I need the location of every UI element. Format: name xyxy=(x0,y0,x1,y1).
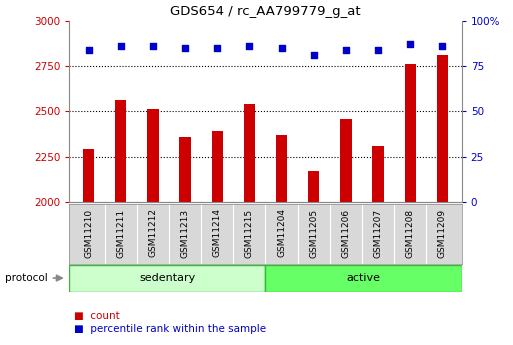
Bar xyxy=(405,64,416,202)
Point xyxy=(406,41,415,47)
Point xyxy=(213,45,221,51)
Text: ■  count: ■ count xyxy=(74,311,120,321)
Bar xyxy=(308,171,320,202)
Text: active: active xyxy=(347,273,381,283)
Text: GSM11206: GSM11206 xyxy=(341,208,350,257)
Text: GSM11212: GSM11212 xyxy=(148,208,157,257)
Point xyxy=(278,45,286,51)
Point xyxy=(374,47,382,52)
Bar xyxy=(211,131,223,202)
Text: ■  percentile rank within the sample: ■ percentile rank within the sample xyxy=(74,325,267,334)
Bar xyxy=(83,149,94,202)
Text: GSM11215: GSM11215 xyxy=(245,208,254,257)
Bar xyxy=(180,137,191,202)
Text: GSM11210: GSM11210 xyxy=(84,208,93,257)
Text: GSM11204: GSM11204 xyxy=(277,208,286,257)
Point xyxy=(245,43,253,49)
Point xyxy=(438,43,446,49)
Bar xyxy=(372,146,384,202)
Point xyxy=(181,45,189,51)
Bar xyxy=(437,55,448,202)
Point xyxy=(85,47,93,52)
Text: GSM11213: GSM11213 xyxy=(181,208,190,257)
Text: sedentary: sedentary xyxy=(139,273,195,283)
Text: GSM11208: GSM11208 xyxy=(406,208,415,257)
Text: GSM11209: GSM11209 xyxy=(438,208,447,257)
Bar xyxy=(340,119,351,202)
Point xyxy=(310,52,318,58)
Bar xyxy=(115,100,126,202)
Bar xyxy=(276,135,287,202)
Text: GSM11205: GSM11205 xyxy=(309,208,318,257)
Bar xyxy=(69,265,266,292)
Title: GDS654 / rc_AA799779_g_at: GDS654 / rc_AA799779_g_at xyxy=(170,5,361,18)
Point xyxy=(149,43,157,49)
Text: GSM11207: GSM11207 xyxy=(373,208,383,257)
Point xyxy=(116,43,125,49)
Point xyxy=(342,47,350,52)
Bar xyxy=(266,265,462,292)
Text: protocol: protocol xyxy=(5,273,48,283)
Text: GSM11214: GSM11214 xyxy=(213,208,222,257)
Bar xyxy=(244,104,255,202)
Text: GSM11211: GSM11211 xyxy=(116,208,125,257)
Bar xyxy=(147,109,159,202)
